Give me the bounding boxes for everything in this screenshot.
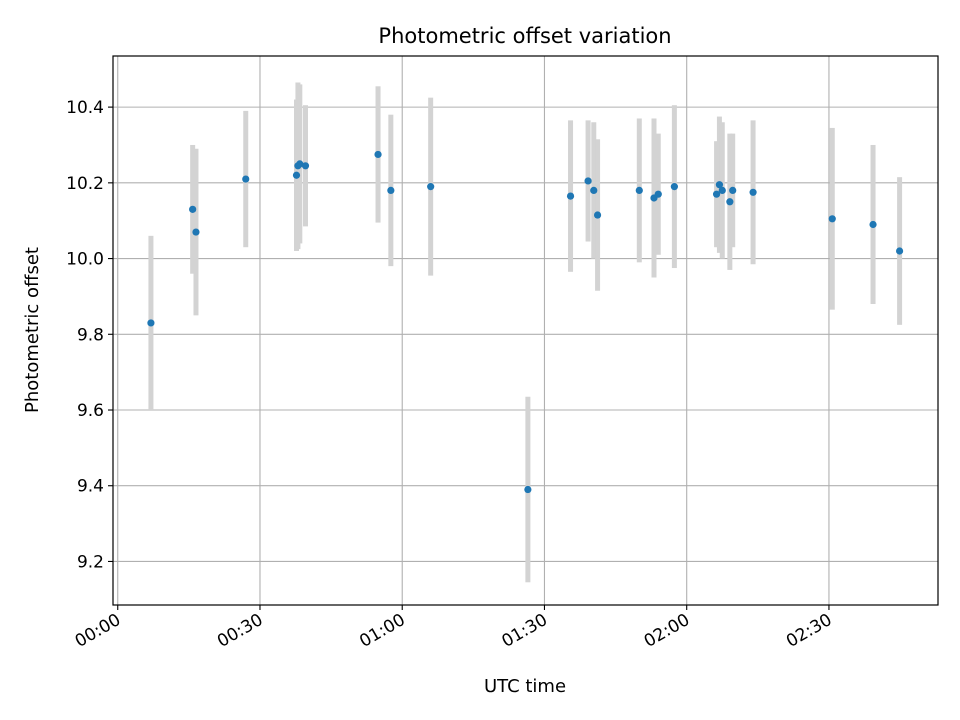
data-point [895,247,904,255]
data-point [584,177,592,185]
data-point [192,228,200,236]
data-point [301,162,310,170]
y-tick-label: 10.2 [66,174,104,194]
data-point [749,188,757,196]
data-point [374,150,382,159]
data-point [828,215,836,223]
y-tick-label: 9.6 [77,401,104,421]
y-tick-label: 10.4 [66,98,104,118]
data-point [715,181,724,189]
data-point [729,186,737,195]
data-point [292,171,301,179]
data-point [869,220,877,229]
data-points [147,150,904,494]
y-tick-label: 9.8 [77,325,104,345]
data-point [670,183,678,191]
data-point [726,198,734,206]
data-point [654,190,662,198]
data-point [593,211,602,219]
data-point [242,175,250,183]
y-axis-label: Photometric offset [22,247,43,413]
data-point [147,319,155,327]
data-point [566,192,575,200]
y-tick-label: 9.4 [77,477,104,497]
chart-title: Photometric offset variation [378,24,671,48]
plot-frame [112,55,939,606]
data-point [635,186,643,195]
data-point [296,160,304,168]
data-point [524,485,532,494]
y-tick-label: 9.2 [77,552,104,572]
data-point [712,190,721,198]
data-point [590,186,598,195]
y-axis-ticks: 9.2 9.4 9.6 9.8 10.0 10.2 10.4 [66,98,113,572]
data-point [387,186,395,195]
data-point [718,186,726,195]
data-point [189,205,197,213]
x-axis-label: UTC time [484,676,566,697]
y-tick-label: 10.0 [66,250,104,270]
data-point [427,183,435,191]
